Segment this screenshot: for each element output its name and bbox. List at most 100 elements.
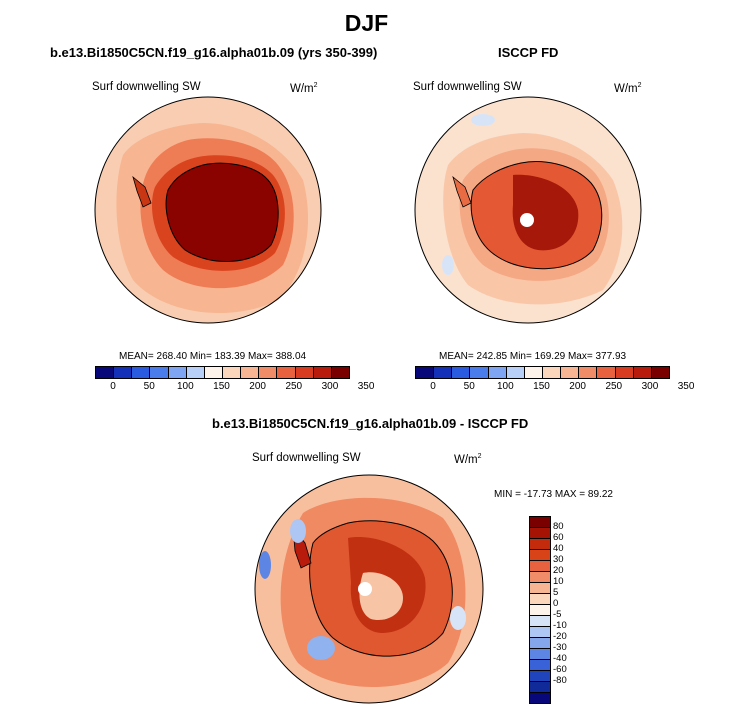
obs-map-blue-patch-top: [471, 114, 495, 126]
panel-obs-colorbar: [415, 366, 670, 379]
panel-model-map: [94, 96, 322, 324]
colorbar-tick-label: 250: [605, 381, 623, 392]
colorbar-label: 5: [553, 587, 559, 598]
colorbar-tick-label: 300: [321, 381, 339, 392]
colorbar-tick-label: 150: [533, 381, 550, 392]
colorbar-swatch: [295, 367, 314, 378]
colorbar-label: 10: [553, 576, 564, 587]
panel-model-variable: Surf downwelling SW: [92, 81, 201, 93]
panel-diff-units: W/m2: [454, 453, 482, 466]
colorbar-tick-label: 100: [177, 381, 194, 392]
diff-map-blue-patch-sw: [307, 636, 335, 660]
colorbar-swatch: [530, 561, 550, 572]
colorbar-swatch: [277, 367, 296, 378]
colorbar-tick-label: 200: [569, 381, 586, 392]
colorbar-swatch: [452, 367, 471, 378]
colorbar-tick-label: 150: [213, 381, 230, 392]
colorbar-label: 20: [553, 565, 564, 576]
colorbar-tick-label: 100: [497, 381, 514, 392]
colorbar-swatch: [530, 528, 550, 539]
colorbar-label: -30: [553, 642, 567, 653]
obs-map-border: [414, 96, 642, 324]
colorbar-swatch: [530, 660, 550, 671]
panel-obs-units: W/m2: [614, 82, 642, 95]
colorbar-swatch: [470, 367, 489, 378]
colorbar-tick-label: 0: [110, 381, 116, 392]
model-map-antarctica-core: [165, 162, 279, 262]
colorbar-label: 30: [553, 554, 564, 565]
panel-diff-title: b.e13.Bi1850C5CN.f19_g16.alpha01b.09 - I…: [212, 416, 529, 431]
colorbar-swatch: [530, 550, 550, 561]
colorbar-swatch: [488, 367, 507, 378]
panel-model-units: W/m2: [290, 82, 318, 95]
colorbar-swatch: [96, 367, 115, 378]
colorbar-swatch: [530, 539, 550, 550]
colorbar-swatch: [651, 367, 669, 378]
colorbar-label: 80: [553, 521, 564, 532]
colorbar-swatch: [331, 367, 349, 378]
colorbar-swatch: [150, 367, 169, 378]
panel-obs-variable: Surf downwelling SW: [413, 81, 522, 93]
colorbar-tick-label: 50: [143, 381, 155, 392]
panel-diff-colorbar-labels: 80 60 40 30 20 10 5 0 -5 -10 -20 -30 -40 -60 -80: [553, 516, 593, 706]
colorbar-tick-label: 350: [357, 381, 375, 392]
colorbar-label: 60: [553, 532, 564, 543]
colorbar-swatch: [579, 367, 598, 378]
obs-map-pole-hole: [520, 213, 534, 227]
colorbar-tick-label: 0: [430, 381, 436, 392]
panel-obs-stats: MEAN= 242.85 Min= 169.29 Max= 377.93: [439, 351, 627, 362]
colorbar-label: -5: [553, 609, 562, 620]
obs-map-south-america: [452, 175, 472, 208]
colorbar-swatch: [530, 638, 550, 649]
colorbar-swatch: [204, 367, 223, 378]
colorbar-swatch: [530, 594, 550, 605]
colorbar-swatch: [168, 367, 187, 378]
colorbar-tick-label: 250: [285, 381, 303, 392]
colorbar-label: -60: [553, 664, 567, 675]
colorbar-tick-label: 50: [463, 381, 475, 392]
colorbar-swatch: [222, 367, 242, 378]
colorbar-swatch: [530, 572, 550, 583]
panel-diff-stats: MIN = -17.73 MAX = 89.22: [494, 489, 613, 500]
model-map-south-america: [132, 175, 152, 208]
colorbar-tick-label: 350: [677, 381, 695, 392]
colorbar-label: -20: [553, 631, 567, 642]
diff-map-pole-hole: [358, 582, 372, 596]
diff-map-blue-patch-nw: [290, 519, 306, 543]
diff-map-border: [254, 474, 484, 704]
model-map-border: [94, 96, 322, 324]
colorbar-swatch: [434, 367, 453, 378]
panel-model-stats: MEAN= 268.40 Min= 183.39 Max= 388.04: [119, 351, 307, 362]
diff-map-blue-patch-w: [259, 551, 271, 579]
obs-map-core: [512, 174, 579, 251]
colorbar-swatch: [530, 627, 550, 638]
diff-map-blue-patch-e: [450, 606, 466, 630]
colorbar-swatch: [313, 367, 332, 378]
colorbar-swatch: [114, 367, 133, 378]
colorbar-swatch: [615, 367, 634, 378]
colorbar-label: 40: [553, 543, 564, 554]
colorbar-swatch: [530, 693, 550, 703]
colorbar-swatch: [259, 367, 278, 378]
obs-map-blue-patch-left: [442, 255, 454, 275]
colorbar-label: 0: [553, 598, 559, 609]
panel-obs-map: [414, 96, 642, 324]
colorbar-swatch: [633, 367, 652, 378]
colorbar-swatch: [132, 367, 151, 378]
colorbar-swatch: [530, 583, 550, 594]
panel-obs-colorbar-ticks: 0 50 100 150 200 250 300 350: [415, 381, 694, 395]
panel-model-colorbar-ticks: 0 50 100 150 200 250 300 350: [95, 381, 374, 395]
colorbar-swatch: [241, 367, 260, 378]
panel-model-colorbar: [95, 366, 350, 379]
panel-obs-title: ISCCP FD: [498, 45, 559, 60]
colorbar-swatch: [530, 671, 550, 682]
colorbar-swatch: [530, 517, 550, 528]
panel-diff-variable: Surf downwelling SW: [252, 452, 361, 464]
colorbar-swatch: [597, 367, 616, 378]
colorbar-tick-label: 200: [249, 381, 266, 392]
colorbar-swatch: [542, 367, 562, 378]
colorbar-label: -10: [553, 620, 567, 631]
colorbar-swatch: [416, 367, 435, 378]
colorbar-swatch: [530, 682, 550, 693]
colorbar-swatch: [561, 367, 580, 378]
